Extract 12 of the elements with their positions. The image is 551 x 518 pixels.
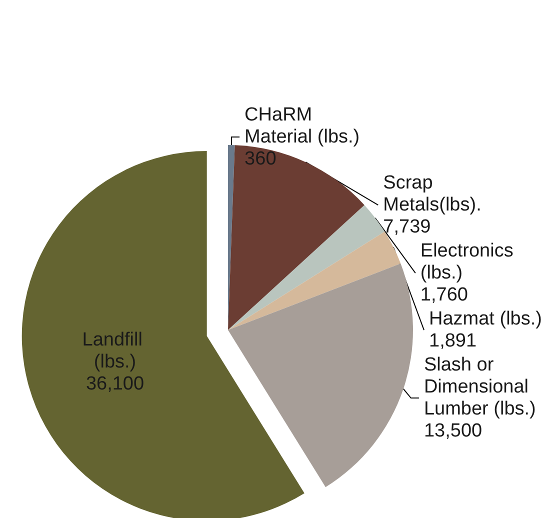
slice-label: Electronics (lbs.) bbox=[420, 240, 519, 284]
slice-label: CHaRM Material (lbs.) bbox=[244, 104, 360, 148]
slice-label: Landfill (lbs.) bbox=[82, 330, 148, 373]
data-label: 13,500 bbox=[424, 420, 482, 442]
data-label: 1,891 bbox=[429, 330, 477, 352]
data-label: 36,100 bbox=[86, 374, 144, 395]
slice-label: Scrap Metals(lbs). bbox=[383, 172, 482, 216]
slice-label: Slash or Dimensional Lumber (lbs.) bbox=[424, 354, 536, 420]
slice-label: Hazmat (lbs.) bbox=[429, 308, 542, 330]
data-label: 1,760 bbox=[420, 284, 468, 306]
data-label: 7,739 bbox=[383, 216, 431, 238]
data-label: 360 bbox=[244, 148, 276, 170]
